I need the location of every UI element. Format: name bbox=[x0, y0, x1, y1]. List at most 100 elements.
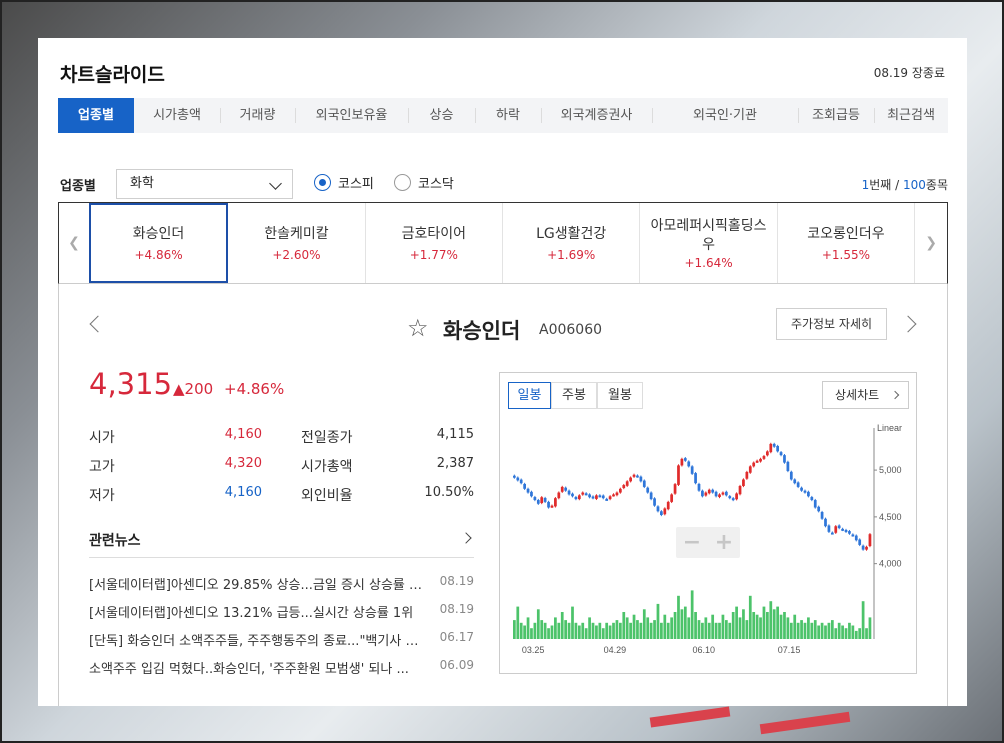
category-tabs: 업종별 시가총액 거래량 외국인보유율 상승 하락 외국계증권사 외국인·기관 … bbox=[58, 98, 948, 133]
tab-foreign-ownership[interactable]: 외국인보유율 bbox=[295, 98, 408, 133]
zoom-in-icon[interactable]: + bbox=[714, 530, 734, 555]
candle bbox=[584, 493, 588, 496]
stock-detail: ☆ 화승인더 A006060 주가정보 자세히 4,315 ▲200 +4.86… bbox=[58, 284, 948, 706]
radio-kosdaq-label: 코스닥 bbox=[418, 177, 454, 192]
tab-market-cap[interactable]: 시가총액 bbox=[153, 108, 201, 123]
volume-bar bbox=[519, 622, 523, 639]
candle bbox=[714, 491, 718, 497]
candle bbox=[868, 534, 872, 547]
volume-bar bbox=[772, 609, 776, 639]
tab-recent-search[interactable]: 최근검색 bbox=[874, 98, 948, 133]
news-item[interactable]: 소액주주 입김 먹혔다..화승인더, '주주환원 모범생' 되나 ... 06.… bbox=[89, 658, 474, 678]
candle bbox=[707, 489, 711, 494]
volume-bar bbox=[854, 630, 858, 639]
candle bbox=[844, 529, 848, 532]
volume-bar bbox=[711, 614, 715, 639]
news-item[interactable]: [서울데이터랩]아센디오 13.21% 급등...실시간 상승률 1위 08.1… bbox=[89, 602, 474, 622]
volume-bar bbox=[844, 628, 848, 639]
slider-item[interactable]: 아모레퍼시픽홀딩스우 +1.64% bbox=[640, 203, 778, 283]
candle bbox=[632, 474, 636, 477]
candle bbox=[683, 458, 687, 461]
pager-total: 100 bbox=[903, 178, 926, 192]
candle bbox=[595, 495, 598, 499]
volume-bar bbox=[766, 612, 769, 639]
scale-label: Linear bbox=[877, 423, 902, 433]
news-headline: [서울데이터랩]아센디오 29.85% 상승...금일 증시 상승률 상위 bbox=[89, 578, 429, 593]
star-icon[interactable]: ☆ bbox=[407, 314, 429, 342]
open-label: 시가 bbox=[89, 430, 115, 446]
volume-bar bbox=[714, 622, 718, 639]
stock-code: A006060 bbox=[539, 322, 603, 338]
tab-volume[interactable]: 거래량 bbox=[220, 98, 295, 133]
detail-chart-label: 상세차트 bbox=[835, 388, 880, 402]
slider-item[interactable]: 코오롱인더우 +1.55% bbox=[778, 203, 916, 283]
slider-item-change: +1.64% bbox=[684, 255, 733, 270]
tab-monthly[interactable]: 월봉 bbox=[597, 382, 643, 409]
news-item[interactable]: [서울데이터랩]아센디오 29.85% 상승...금일 증시 상승률 상위 08… bbox=[89, 574, 474, 594]
tab-daily[interactable]: 일봉 bbox=[508, 382, 551, 409]
candle bbox=[547, 501, 550, 508]
tab-foreign-institution[interactable]: 외국인·기관 bbox=[652, 98, 798, 133]
volume-bar bbox=[721, 614, 725, 639]
candle bbox=[824, 518, 827, 527]
candle bbox=[519, 479, 523, 484]
volume-bar bbox=[530, 628, 533, 639]
volume-bar bbox=[533, 622, 537, 639]
prev-stock-arrow-icon[interactable] bbox=[89, 315, 107, 333]
candle bbox=[636, 475, 639, 478]
x-tick-label: 03.25 bbox=[522, 645, 545, 655]
slider-next-button[interactable]: ❯ bbox=[915, 203, 947, 283]
volume-bar bbox=[680, 609, 684, 639]
y-tick-label: 4,000 bbox=[879, 559, 902, 569]
tab-search-surge[interactable]: 조회급등 bbox=[798, 98, 874, 133]
news-item[interactable]: [단독] 화승인더 소액주주들, 주주행동주의 종료..."백기사 역할" 06… bbox=[89, 630, 474, 650]
candle bbox=[557, 492, 561, 499]
related-news-header[interactable]: 관련뉴스 bbox=[89, 530, 474, 558]
volume-bar bbox=[731, 612, 735, 639]
zoom-out-icon[interactable]: − bbox=[682, 530, 702, 555]
stock-info-detail-button[interactable]: 주가정보 자세히 bbox=[776, 308, 887, 340]
volume-bar bbox=[779, 614, 783, 639]
foreign-ratio-label: 외인비율 bbox=[301, 488, 353, 504]
slider-item[interactable]: LG생활건강 +1.69% bbox=[503, 203, 641, 283]
candle bbox=[550, 505, 554, 508]
news-headline: 소액주주 입김 먹혔다..화승인더, '주주환원 모범생' 되나 ... bbox=[89, 662, 409, 677]
candle bbox=[759, 458, 762, 462]
candle bbox=[731, 498, 735, 501]
slider-item[interactable]: 금호타이어 +1.77% bbox=[366, 203, 503, 283]
volume-bar bbox=[584, 628, 588, 639]
next-stock-arrow-icon[interactable] bbox=[899, 315, 917, 333]
radio-kospi[interactable]: 코스피 bbox=[314, 173, 374, 192]
candle bbox=[581, 492, 585, 495]
sector-select[interactable]: 화학 bbox=[116, 169, 293, 199]
volume-bar bbox=[848, 622, 851, 639]
volume-bar bbox=[543, 622, 547, 639]
candlestick-chart[interactable]: Linear 5,000 4,500 4,000 03.25 04.29 06.10 07.1… bbox=[500, 373, 918, 675]
tab-foreign-brokers[interactable]: 외국계증권사 bbox=[541, 98, 652, 133]
y-tick-label: 4,500 bbox=[879, 512, 902, 522]
candle bbox=[793, 479, 797, 484]
candle bbox=[854, 535, 858, 541]
tab-sector[interactable]: 업종별 bbox=[58, 98, 134, 133]
candle bbox=[724, 491, 728, 496]
volume-bar bbox=[670, 617, 674, 639]
chevron-right-icon: ❯ bbox=[925, 235, 937, 251]
slider-prev-button[interactable]: ❮ bbox=[59, 203, 89, 283]
tab-fall[interactable]: 하락 bbox=[475, 98, 541, 133]
slider-item[interactable]: 한솔케미칼 +2.60% bbox=[228, 203, 366, 283]
tab-rise[interactable]: 상승 bbox=[408, 98, 475, 133]
radio-kosdaq[interactable]: 코스닥 bbox=[394, 173, 454, 192]
candle bbox=[516, 477, 520, 481]
slider-item-name: 한솔케미칼 bbox=[264, 225, 329, 242]
candle bbox=[841, 528, 844, 531]
slider-item-name: 코오롱인더우 bbox=[807, 225, 885, 242]
tab-weekly[interactable]: 주봉 bbox=[551, 382, 597, 409]
candle bbox=[530, 491, 533, 497]
volume-bar bbox=[796, 622, 800, 639]
candle bbox=[567, 490, 571, 495]
detail-chart-button[interactable]: 상세차트 bbox=[822, 381, 909, 409]
slider-item[interactable]: 화승인더 +4.86% bbox=[88, 203, 229, 283]
volume-bar bbox=[591, 622, 595, 639]
stock-name: 화승인더 bbox=[443, 319, 521, 343]
volume-bar bbox=[762, 606, 766, 639]
